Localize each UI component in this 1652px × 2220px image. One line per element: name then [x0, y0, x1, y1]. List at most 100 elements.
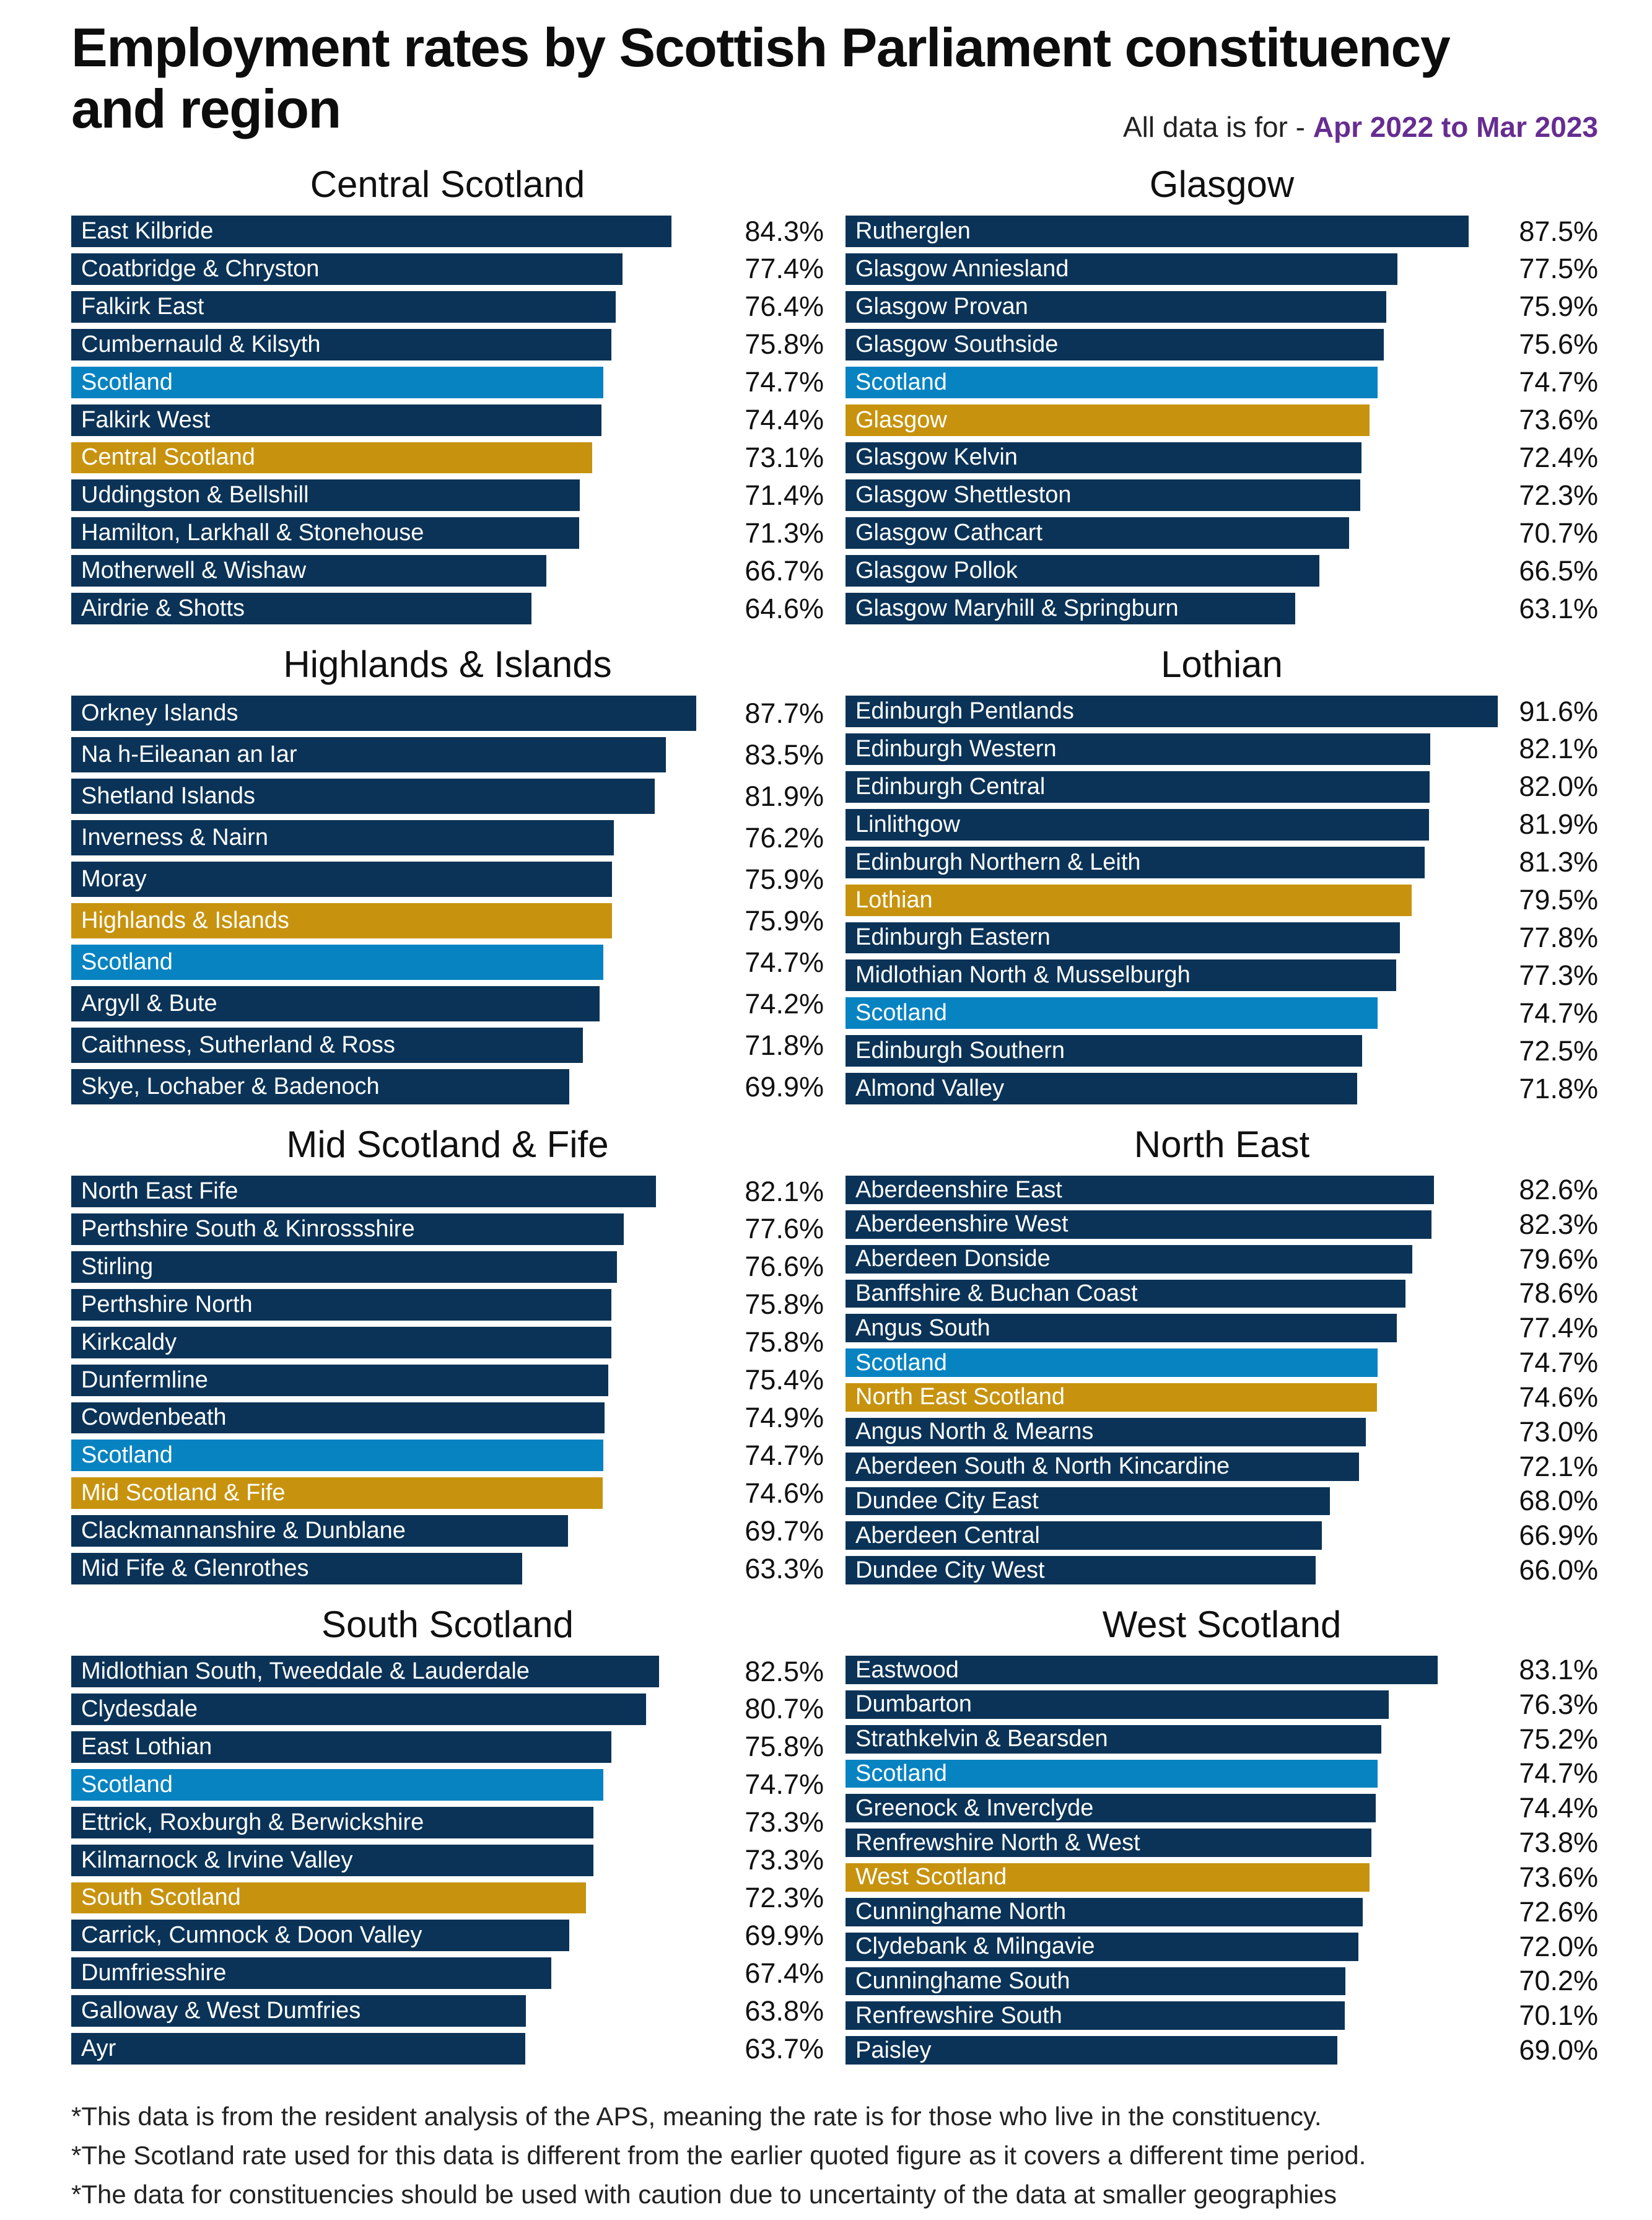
bar-value: 75.8% [745, 1288, 824, 1321]
bar-value: 73.0% [1519, 1415, 1598, 1448]
bar-label: East Kilbride [81, 218, 214, 245]
bar-value: 82.1% [745, 1175, 824, 1207]
bar-label: Airdrie & Shotts [81, 595, 245, 622]
bar-label: Caithness, Sutherland & Ross [81, 1032, 395, 1059]
bar-value: 74.4% [1519, 1792, 1598, 1824]
bar-region: Central Scotland [71, 442, 592, 474]
bar-constituency: Caithness, Sutherland & Ross [71, 1028, 583, 1064]
bar-label: Glasgow [855, 406, 947, 433]
panel-title: Lothian [1161, 644, 1283, 686]
bar-value: 74.7% [745, 946, 824, 978]
panel-title: Glasgow [1149, 164, 1295, 206]
bar-constituency: Edinburgh Western [846, 733, 1431, 765]
bar-value: 71.8% [745, 1029, 824, 1061]
panel-title: Highlands & Islands [283, 644, 612, 686]
bar-row: Na h-Eileanan an Iar 83.5% [71, 737, 824, 773]
bar-constituency: Edinburgh Central [846, 771, 1430, 803]
bar-label: Edinburgh Northern & Leith [855, 849, 1141, 875]
bar-region: Glasgow [846, 404, 1370, 436]
bar-label: Inverness & Nairn [81, 824, 269, 851]
bar-row: Cunninghame North 72.6% [846, 1896, 1598, 1928]
bar-label: Paisley [855, 2037, 932, 2063]
bar-label: Perthshire North [81, 1291, 253, 1318]
bar-constituency: Ettrick, Roxburgh & Berwickshire [71, 1806, 593, 1838]
bar-value: 74.2% [745, 987, 824, 1020]
bar-constituency: Dundee City West [846, 1556, 1316, 1585]
panel-title: North East [1134, 1124, 1310, 1166]
bar-constituency: Kilmarnock & Irvine Valley [71, 1844, 593, 1876]
bar-row: Central Scotland 73.1% [71, 442, 824, 474]
bar-label: Eastwood [855, 1656, 959, 1683]
bar-constituency: Glasgow Southside [846, 328, 1384, 361]
bar-constituency: Orkney Islands [71, 696, 696, 732]
bar-constituency: Ayr [71, 2033, 525, 2065]
bar-row: Rutherglen 87.5% [846, 216, 1598, 247]
bar-value: 82.3% [1519, 1208, 1598, 1240]
bar-constituency: Renfrewshire South [846, 2001, 1345, 2030]
bar-label: Edinburgh Southern [855, 1038, 1065, 1064]
bar-label: Banffshire & Buchan Coast [855, 1280, 1138, 1306]
bar-value: 83.1% [1519, 1654, 1598, 1685]
bar-value: 75.6% [1519, 328, 1598, 361]
bar-constituency: Cumbernauld & Kilsyth [71, 328, 611, 361]
bar-row: Dundee City East 68.0% [846, 1485, 1598, 1516]
bar-constituency: Glasgow Provan [846, 291, 1386, 323]
region-panel: North East Aberdeenshire East 82.6% Aber… [846, 1121, 1598, 1586]
bar-label: Carrick, Cumnock & Doon Valley [81, 1922, 422, 1949]
bar-constituency: Aberdeenshire West [846, 1210, 1432, 1239]
bar-label: Midlothian North & Musselburgh [855, 962, 1191, 989]
bar-value: 91.6% [1519, 695, 1598, 727]
bar-constituency: Galloway & West Dumfries [71, 1995, 526, 2027]
bar-row: Lothian 79.5% [846, 884, 1598, 916]
bar-label: Uddingston & Bellshill [81, 482, 309, 509]
bar-row: Angus South 77.4% [846, 1312, 1598, 1344]
bar-value: 66.7% [745, 554, 824, 587]
bar-constituency: Aberdeenshire East [846, 1176, 1434, 1204]
bar-constituency: Midlothian North & Musselburgh [846, 959, 1396, 992]
bar-row: Scotland 74.7% [71, 366, 824, 398]
bar-constituency: Carrick, Cumnock & Doon Valley [71, 1920, 569, 1952]
bar-row: North East Scotland 74.6% [846, 1381, 1598, 1413]
bar-row: Kilmarnock & Irvine Valley 73.3% [71, 1844, 824, 1876]
bar-label: Linlithgow [855, 811, 960, 837]
bar-constituency: Glasgow Kelvin [846, 442, 1361, 474]
bar-rows: Aberdeenshire East 82.6% Aberdeenshire W… [846, 1174, 1598, 1586]
bar-row: Galloway & West Dumfries 63.8% [71, 1995, 824, 2027]
bar-label: Renfrewshire North & West [855, 1829, 1140, 1856]
bar-value: 74.4% [745, 404, 824, 436]
bar-label: Aberdeen South & North Kincardine [855, 1453, 1230, 1480]
bar-value: 74.7% [1519, 1347, 1598, 1379]
bar-constituency: Rutherglen [846, 216, 1469, 247]
bar-label: Aberdeen Central [855, 1522, 1040, 1549]
bar-row: Greenock & Inverclyde 74.4% [846, 1792, 1598, 1824]
region-panel: South Scotland Midlothian South, Tweedda… [71, 1601, 824, 2065]
bar-row: Banffshire & Buchan Coast 78.6% [846, 1277, 1598, 1309]
bar-label: West Scotland [855, 1864, 1007, 1890]
bar-constituency: Glasgow Shettleston [846, 479, 1361, 512]
bar-value: 79.5% [1519, 884, 1598, 916]
bar-label: Glasgow Cathcart [855, 520, 1043, 546]
bar-constituency: Clydebank & Milngavie [846, 1932, 1358, 1961]
bar-label: Argyll & Bute [81, 990, 217, 1017]
bar-row: Glasgow Maryhill & Springburn 63.1% [846, 593, 1598, 625]
bar-constituency: Angus North & Mearns [846, 1417, 1366, 1446]
bar-region: North East Scotland [846, 1383, 1377, 1412]
bar-scotland: Scotland [71, 366, 604, 398]
bar-row: Uddingston & Bellshill 71.4% [71, 479, 824, 512]
bar-label: Orkney Islands [81, 700, 238, 727]
bar-value: 80.7% [745, 1693, 824, 1725]
bar-label: Central Scotland [81, 444, 255, 471]
bar-constituency: Falkirk West [71, 404, 601, 436]
bar-row: Glasgow Southside 75.6% [846, 328, 1598, 361]
bar-value: 82.1% [1519, 733, 1598, 765]
bar-value: 75.9% [1519, 291, 1598, 323]
bar-row: Shetland Islands 81.9% [71, 779, 824, 815]
bar-constituency: Renfrewshire North & West [846, 1829, 1371, 1858]
bar-constituency: Aberdeen Donside [846, 1244, 1413, 1274]
bar-value: 72.3% [745, 1881, 824, 1913]
bar-row: Mid Scotland & Fife 74.6% [71, 1477, 824, 1510]
bar-row: Edinburgh Eastern 77.8% [846, 922, 1598, 954]
bar-label: Cumbernauld & Kilsyth [81, 331, 321, 357]
bar-label: Skye, Lochaber & Badenoch [81, 1073, 380, 1100]
bar-label: Moray [81, 866, 147, 893]
